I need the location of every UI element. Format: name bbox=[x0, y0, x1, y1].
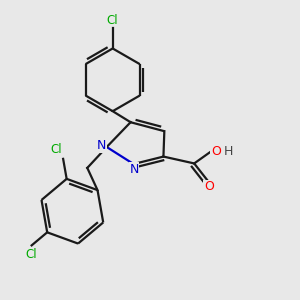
Text: Cl: Cl bbox=[107, 14, 118, 27]
Text: O: O bbox=[211, 145, 221, 158]
Text: Cl: Cl bbox=[50, 143, 61, 156]
Text: N: N bbox=[97, 139, 106, 152]
Text: O: O bbox=[204, 180, 214, 193]
Text: Cl: Cl bbox=[26, 248, 38, 261]
Text: N: N bbox=[130, 163, 139, 176]
Text: H: H bbox=[224, 145, 233, 158]
